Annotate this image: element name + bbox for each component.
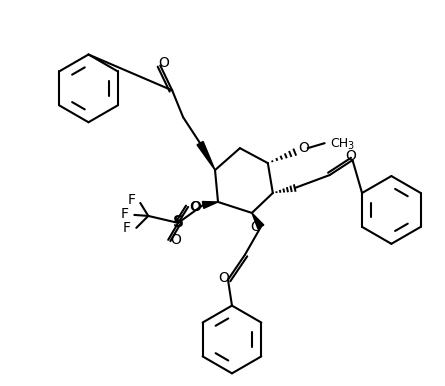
Text: O: O	[190, 200, 202, 214]
Text: O: O	[251, 220, 261, 234]
Text: F: F	[127, 193, 135, 207]
Text: F: F	[120, 207, 128, 221]
Text: O: O	[190, 200, 201, 214]
Text: O: O	[345, 149, 356, 163]
Polygon shape	[197, 142, 215, 170]
Text: F: F	[122, 221, 130, 235]
Text: O: O	[158, 56, 169, 71]
Text: S: S	[173, 215, 184, 230]
Text: O: O	[171, 233, 182, 247]
Polygon shape	[252, 213, 264, 229]
Text: O: O	[218, 271, 230, 285]
Text: CH: CH	[331, 137, 349, 150]
Text: 3: 3	[348, 141, 354, 151]
Text: O: O	[298, 141, 309, 155]
Polygon shape	[202, 201, 218, 208]
